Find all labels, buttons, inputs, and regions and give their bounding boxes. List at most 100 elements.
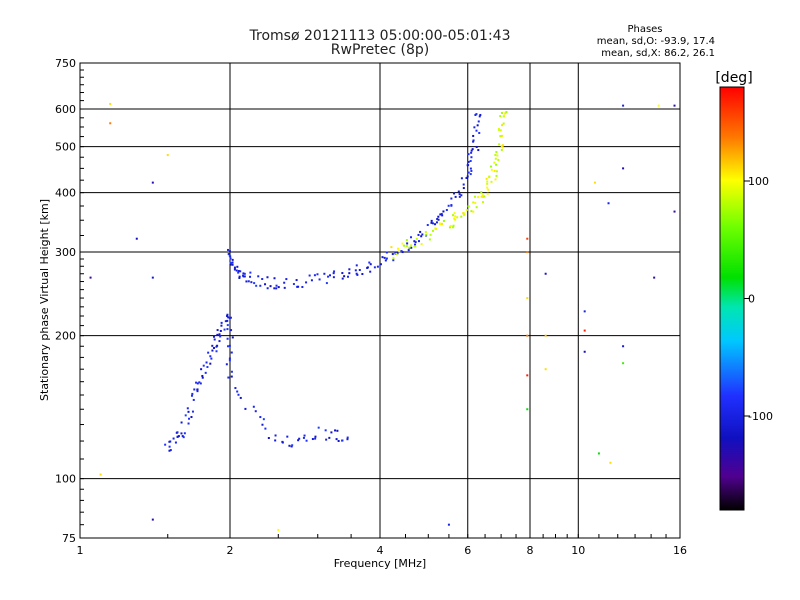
echo-point (501, 124, 504, 127)
echo-point (219, 329, 222, 332)
scattered-echo-point (99, 473, 102, 476)
echo-point (305, 281, 308, 284)
echo-point (201, 376, 204, 379)
echo-point (490, 168, 493, 171)
echo-point (453, 192, 456, 195)
echo-point (457, 190, 460, 193)
echo-point (219, 335, 222, 338)
echo-point (216, 344, 219, 347)
echo-point (213, 338, 216, 341)
echo-point (470, 156, 473, 159)
x-ticks: 1 2 4 6 8 10 16 (77, 534, 687, 557)
echo-point (476, 124, 479, 127)
echo-points (89, 102, 676, 531)
echo-point (413, 240, 416, 243)
echo-point (184, 414, 187, 417)
echo-point (252, 405, 255, 408)
colorbar-tick-label: 0 (748, 293, 755, 306)
echo-point (499, 135, 502, 138)
echo-point (191, 410, 194, 413)
echo-point (415, 237, 418, 240)
echo-point (466, 175, 469, 178)
echo-point (233, 266, 236, 269)
echo-point (465, 208, 468, 211)
echo-point (275, 287, 278, 290)
echo-point (410, 244, 413, 247)
echo-point (348, 268, 351, 271)
echo-point (479, 113, 482, 116)
scattered-echo-point (597, 452, 600, 455)
x-axis-label: Frequency [MHz] (334, 557, 426, 570)
echo-point (218, 333, 221, 336)
echo-point (238, 275, 241, 278)
echo-point (327, 275, 330, 278)
echo-point (230, 375, 233, 378)
echo-point (361, 273, 364, 276)
colorbar-ticks: 100 0 -100 (744, 175, 773, 423)
echo-point (341, 277, 344, 280)
colorbar-tick-label: 100 (748, 175, 769, 188)
echo-point (414, 245, 417, 248)
echo-point (201, 374, 204, 377)
echo-point (308, 274, 311, 277)
echo-point (253, 282, 256, 285)
echo-point (394, 251, 397, 254)
echo-point (181, 435, 184, 438)
echo-point (269, 285, 272, 288)
echo-point (390, 246, 393, 249)
echo-point (460, 194, 463, 197)
echo-point (448, 226, 451, 229)
echo-point (395, 252, 398, 255)
echo-point (454, 195, 457, 198)
echo-point (381, 256, 384, 259)
scattered-echo-point (151, 276, 154, 279)
echo-point (245, 280, 248, 283)
echo-point (213, 335, 216, 338)
echo-point (424, 231, 427, 234)
echo-point (453, 217, 456, 220)
scattered-echo-point (109, 102, 112, 105)
echo-point (290, 445, 293, 448)
echo-point (368, 261, 371, 264)
echo-point (474, 195, 477, 198)
chart-subtitle: RwPretec (8p) (331, 42, 429, 58)
echo-point (210, 357, 213, 360)
echo-point (470, 169, 473, 172)
y-ticks: 75 100 200 300 400 500 600 750 (55, 57, 84, 545)
echo-point (239, 396, 242, 399)
echo-point (228, 357, 231, 360)
echo-point (463, 212, 466, 215)
echo-point (283, 281, 286, 284)
echo-point (228, 317, 231, 320)
echo-point (470, 210, 473, 213)
echo-point (236, 265, 239, 268)
echo-point (243, 275, 246, 278)
echo-point (266, 276, 269, 279)
echo-point (454, 215, 457, 218)
echo-point (346, 436, 349, 439)
echo-point (428, 238, 431, 241)
echo-point (237, 270, 240, 273)
echo-point (434, 227, 437, 230)
echo-point (168, 445, 171, 448)
echo-point (275, 284, 278, 287)
echo-point (499, 115, 502, 118)
echo-point (439, 213, 442, 216)
echo-point (230, 329, 233, 332)
echo-point (419, 230, 422, 233)
echo-point (242, 272, 245, 275)
echo-point (305, 439, 308, 442)
echo-point (405, 245, 408, 248)
echo-point (471, 148, 474, 151)
echo-point (188, 417, 191, 420)
echo-point (301, 286, 304, 289)
echo-point (442, 210, 445, 213)
echo-point (254, 410, 257, 413)
echo-point (486, 180, 489, 183)
scattered-echo-point (151, 181, 154, 184)
echo-point (486, 192, 489, 195)
echo-point (472, 210, 475, 213)
echo-point (397, 247, 400, 250)
echo-point (250, 281, 253, 284)
echo-point (475, 113, 478, 116)
